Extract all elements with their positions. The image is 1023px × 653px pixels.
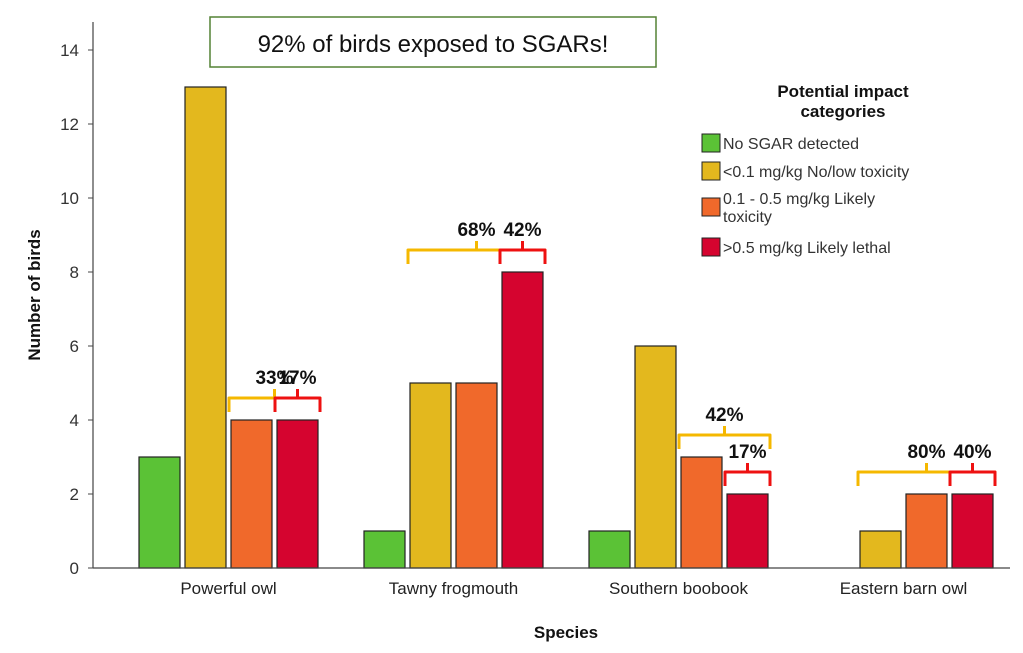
annotation-label: 17% (728, 442, 766, 463)
legend-label-wrap: toxicity (723, 209, 772, 226)
legend-label: >0.5 mg/kg Likely lethal (723, 240, 891, 257)
legend-swatch (701, 133, 721, 153)
legend-label: No SGAR detected (723, 136, 859, 153)
bar-3-1 (859, 530, 902, 569)
legend-swatch (701, 197, 721, 217)
bar-1-0 (363, 530, 406, 569)
x-tick-label: Powerful owl (180, 579, 276, 598)
percentage-annotations: 33%17%68% 42%42%17% 80% 40% (227, 220, 997, 486)
bar-1-3 (501, 271, 544, 569)
y-tick-label: 4 (70, 411, 79, 430)
annotation-bracket (677, 426, 772, 449)
annotation-bracket (856, 463, 997, 486)
x-tick-label: Tawny frogmouth (389, 579, 518, 598)
annotation-bracket (723, 463, 772, 486)
callout-box: 92% of birds exposed to SGARs! (209, 16, 657, 68)
bar-2-0 (588, 530, 631, 569)
annotation-label: 42% (503, 220, 541, 241)
bar-0-2 (230, 419, 273, 569)
bar-0-1 (184, 86, 227, 569)
bar-3-2 (905, 493, 948, 569)
bar-1-1 (409, 382, 452, 569)
bar-2-1 (634, 345, 677, 569)
legend-swatch (701, 161, 721, 181)
x-axis-title: Species (534, 623, 598, 642)
annotation-bracket (406, 241, 547, 264)
legend-swatch (701, 237, 721, 257)
bar-1-2 (455, 382, 498, 569)
bar-3-3 (951, 493, 994, 569)
y-tick-label: 14 (60, 41, 79, 60)
y-axis-title: Number of birds (25, 229, 44, 360)
y-tick-label: 10 (60, 189, 79, 208)
y-tick-label: 2 (70, 485, 79, 504)
annotation-label: 42% (705, 405, 743, 426)
bar-0-0 (138, 456, 181, 569)
legend-title-line2: categories (800, 102, 885, 121)
legend-title-line1: Potential impact (777, 82, 909, 101)
x-tick-label: Southern boobook (609, 579, 748, 598)
annotation-label: 33% (255, 368, 293, 389)
annotation-bracket (948, 463, 997, 486)
legend-label: 0.1 - 0.5 mg/kg Likely (723, 191, 875, 208)
annotation-label: 68% (457, 220, 495, 241)
legend-label: <0.1 mg/kg No/low toxicity (723, 164, 909, 181)
y-tick-label: 0 (70, 559, 79, 578)
bar-0-3 (276, 419, 319, 569)
x-tick-label: Eastern barn owl (840, 579, 968, 598)
annotation-label: 40% (953, 442, 991, 463)
y-tick-label: 8 (70, 263, 79, 282)
bars: Powerful owl Tawny frogmouth Southern boob… (138, 86, 994, 598)
legend: Potential impact categories No SGAR dete… (701, 82, 909, 257)
y-tick-label: 12 (60, 115, 79, 134)
bar-2-2 (680, 456, 723, 569)
y-axis-ticks: 0 2 4 6 8 10 12 14 (60, 41, 93, 578)
annotation-bracket (273, 389, 322, 412)
callout-text: 92% of birds exposed to SGARs! (258, 31, 609, 58)
bar-2-3 (726, 493, 769, 569)
annotation-bracket (498, 241, 547, 264)
annotation-label: 17% (278, 368, 316, 389)
y-tick-label: 6 (70, 337, 79, 356)
annotation-label: 80% (907, 442, 945, 463)
